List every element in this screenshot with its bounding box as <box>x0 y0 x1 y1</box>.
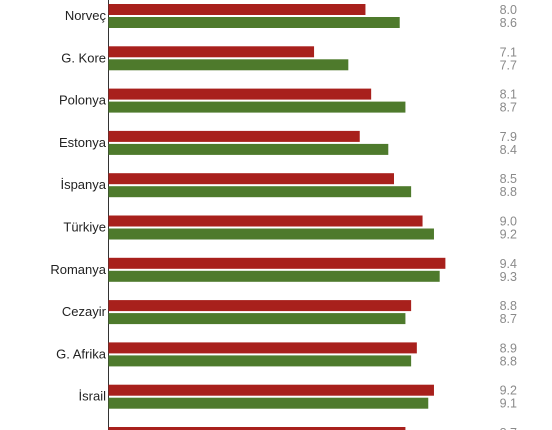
value-label-red-6: 9.4 <box>500 257 517 271</box>
bar-red-1 <box>108 46 315 58</box>
bar-green-3 <box>108 143 389 155</box>
value-label-green-6: 9.3 <box>500 270 517 284</box>
bar-green-5 <box>108 228 434 240</box>
value-label-green-8: 8.8 <box>500 354 517 368</box>
bar-red-2 <box>108 88 372 100</box>
value-label-green-3: 8.4 <box>500 143 517 157</box>
category-label-2: Polonya <box>59 93 107 108</box>
category-label-1: G. Kore <box>61 50 106 65</box>
value-label-red-0: 8.0 <box>500 3 517 17</box>
value-label-green-2: 8.7 <box>500 101 517 115</box>
category-label-0: Norveç <box>65 8 107 23</box>
bar-red-6 <box>108 257 446 269</box>
value-label-red-10: 8.7 <box>500 426 517 430</box>
value-label-red-8: 8.9 <box>500 341 517 355</box>
value-label-red-2: 8.1 <box>500 88 517 102</box>
value-label-red-7: 8.8 <box>500 299 517 313</box>
value-label-red-5: 9.0 <box>500 215 517 229</box>
bar-red-3 <box>108 130 360 142</box>
value-label-red-1: 7.1 <box>500 45 517 59</box>
category-label-9: İsrail <box>79 389 107 404</box>
bar-green-9 <box>108 397 429 409</box>
category-label-3: Estonya <box>59 135 107 150</box>
category-label-4: İspanya <box>60 177 106 192</box>
category-label-5: Türkiye <box>63 220 106 235</box>
category-label-7: Cezayir <box>62 304 107 319</box>
category-label-8: G. Afrika <box>56 346 107 361</box>
category-label-6: Romanya <box>50 262 106 277</box>
value-label-green-5: 9.2 <box>500 228 517 242</box>
bar-green-8 <box>108 355 412 367</box>
value-labels-group: 8.08.67.17.78.18.77.98.48.58.89.09.29.49… <box>500 3 517 430</box>
bar-green-0 <box>108 17 400 28</box>
bar-red-4 <box>108 173 394 185</box>
bar-green-6 <box>108 270 440 282</box>
value-label-green-7: 8.7 <box>500 312 517 326</box>
bar-red-0 <box>108 4 366 15</box>
bar-red-10 <box>108 427 406 430</box>
category-labels-group: Norveç G. Kore Polonya Estonya İspanya Türkiy… <box>50 8 106 404</box>
bar-green-4 <box>108 186 412 198</box>
bar-green-1 <box>108 59 349 71</box>
bar-red-7 <box>108 300 412 312</box>
value-label-red-3: 7.9 <box>500 130 517 144</box>
value-label-green-1: 7.7 <box>500 58 517 72</box>
bar-red-5 <box>108 215 423 227</box>
value-label-green-4: 8.8 <box>500 185 517 199</box>
bars-group <box>108 4 446 430</box>
bar-red-9 <box>108 384 434 396</box>
bar-green-2 <box>108 101 406 113</box>
value-label-red-9: 9.2 <box>500 384 517 398</box>
value-label-green-0: 8.6 <box>500 16 517 30</box>
bar-green-7 <box>108 313 406 325</box>
value-label-red-4: 8.5 <box>500 172 517 186</box>
value-label-green-9: 9.1 <box>500 397 517 411</box>
bar-red-8 <box>108 342 417 354</box>
